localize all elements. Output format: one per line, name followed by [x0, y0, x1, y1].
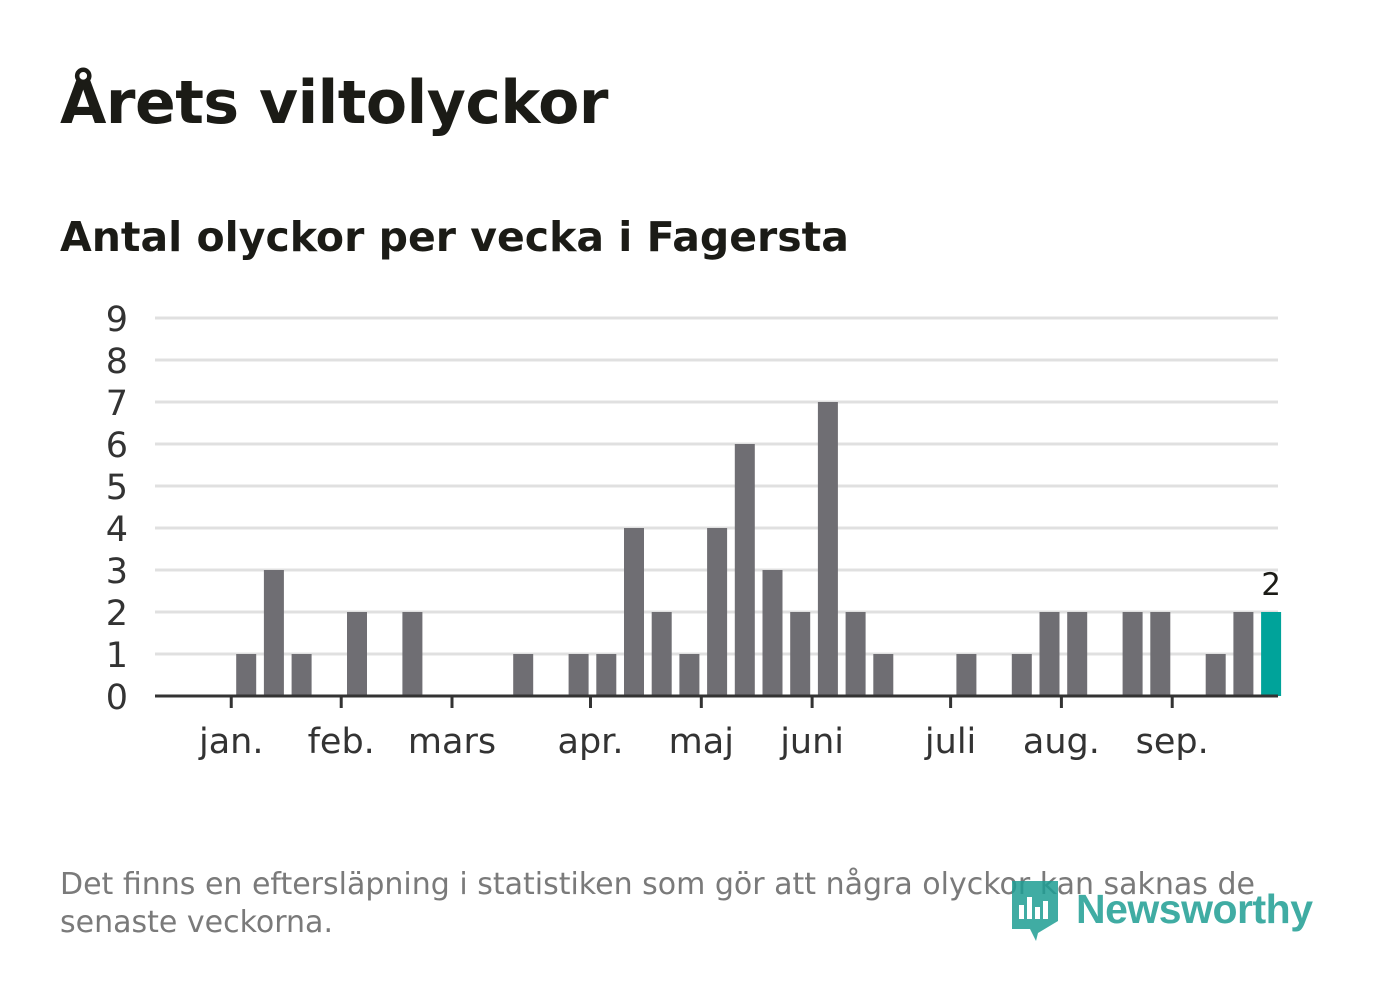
chart-title: Årets viltolyckor	[60, 68, 609, 138]
y-tick-label: 6	[106, 426, 128, 466]
bar	[1011, 654, 1032, 696]
x-tick-label: juni	[779, 722, 844, 762]
bar	[707, 528, 728, 696]
chart-subtitle: Antal olyckor per vecka i Fagersta	[60, 213, 849, 261]
bar	[347, 612, 367, 696]
y-tick-label: 3	[106, 552, 128, 592]
bar	[624, 528, 644, 696]
bar	[817, 402, 838, 696]
y-tick-label: 9	[106, 300, 128, 340]
x-tick-label: mars	[408, 722, 496, 762]
x-tick-label: feb.	[308, 722, 375, 762]
bar	[956, 654, 977, 696]
bar	[790, 612, 811, 696]
bar	[762, 570, 783, 696]
x-tick-label: aug.	[1023, 722, 1100, 762]
x-axis-ticks: jan. feb. mars apr. maj juni juli aug. sep.	[198, 696, 1209, 762]
bar	[1039, 612, 1060, 696]
bar	[734, 444, 755, 696]
bar	[568, 654, 589, 696]
bar-highlight	[1261, 612, 1282, 696]
bar	[1233, 612, 1254, 696]
newsworthy-logo-icon	[1012, 881, 1058, 941]
x-tick-label: maj	[669, 722, 734, 762]
newsworthy-logo-text: Newsworthy	[1076, 885, 1313, 932]
bar	[873, 654, 894, 696]
bars	[236, 402, 1282, 696]
x-tick-label: apr.	[558, 722, 624, 762]
y-tick-label: 5	[106, 468, 128, 508]
newsworthy-logo[interactable]: Newsworthy	[1010, 874, 1313, 944]
bar	[651, 612, 672, 696]
x-tick-label: juli	[924, 722, 976, 762]
bar	[402, 612, 423, 696]
data-labels: 2	[1261, 567, 1281, 603]
y-tick-label: 0	[106, 678, 128, 718]
bar	[679, 654, 700, 696]
bar	[236, 654, 257, 696]
bar	[1067, 612, 1088, 696]
y-tick-label: 8	[106, 342, 128, 382]
data-label: 2	[1261, 567, 1281, 603]
bar	[1122, 612, 1143, 696]
bar	[596, 654, 617, 696]
y-tick-label: 2	[106, 594, 128, 634]
bar	[263, 570, 284, 696]
bar	[1205, 654, 1226, 696]
x-tick-label: sep.	[1136, 722, 1209, 762]
y-tick-label: 4	[106, 510, 128, 550]
y-tick-label: 7	[106, 384, 128, 424]
bar	[845, 612, 866, 696]
y-tick-label: 1	[106, 636, 128, 676]
bar	[291, 654, 312, 696]
x-tick-label: jan.	[198, 722, 263, 762]
bar	[1150, 612, 1171, 696]
bar	[513, 654, 534, 696]
